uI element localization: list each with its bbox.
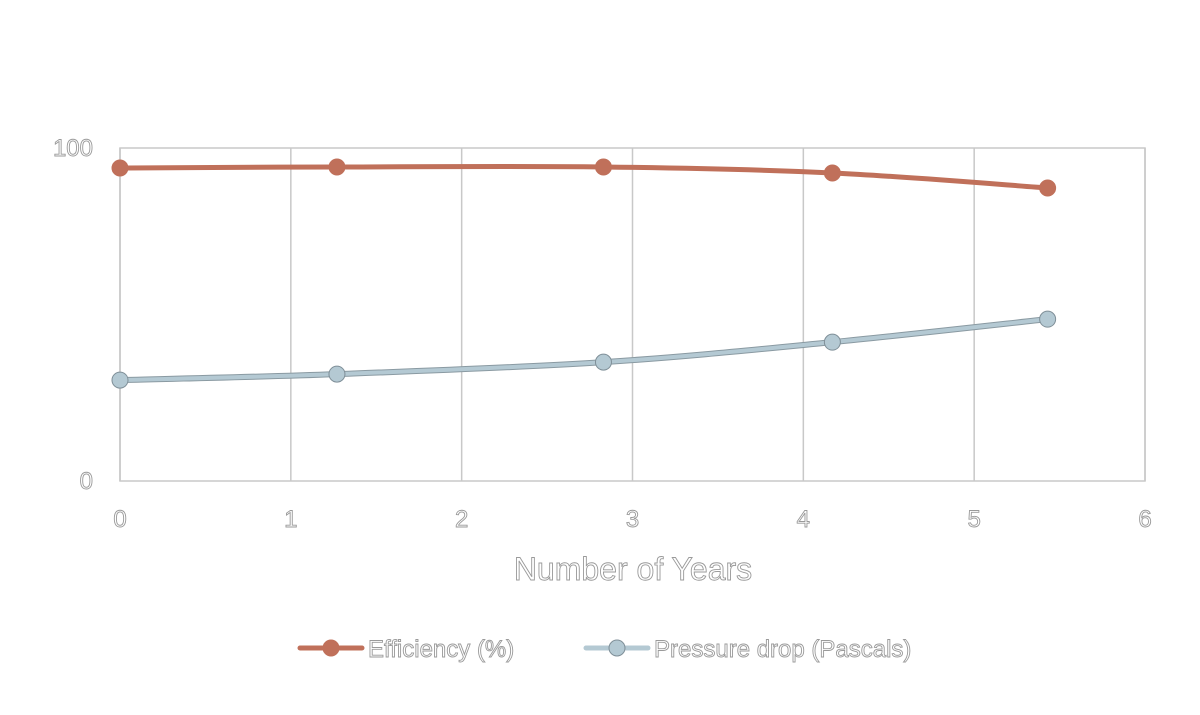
legend: Efficiency (%) Pressure drop (Pascals)	[297, 636, 912, 663]
x-axis-ticks: 0 1 2 3 4 5 6	[113, 506, 1152, 534]
x-tick-label: 6	[1138, 506, 1151, 533]
data-point	[823, 333, 841, 351]
data-point	[1039, 310, 1057, 328]
series-line	[119, 317, 1048, 383]
series-group	[111, 158, 1057, 389]
x-tick-label: 3	[626, 506, 639, 533]
x-axis-label: Number of Years	[514, 551, 752, 587]
data-point	[594, 353, 612, 371]
legend-item: Efficiency (%)	[297, 636, 515, 663]
x-tick-label: 4	[797, 506, 810, 533]
x-tick-label: 0	[113, 506, 126, 533]
series-line	[119, 163, 1048, 191]
data-point	[328, 365, 346, 383]
series-1	[111, 310, 1057, 389]
y-axis-ticks: 0 100	[53, 135, 94, 496]
legend-label: Pressure drop (Pascals)	[654, 636, 911, 663]
legend-label: Efficiency (%)	[368, 636, 514, 663]
x-tick-label: 1	[284, 506, 297, 533]
legend-item: Pressure drop (Pascals)	[583, 636, 912, 663]
data-point	[328, 158, 346, 176]
legend-marker	[608, 639, 626, 657]
data-point	[111, 159, 129, 177]
data-point	[1039, 179, 1057, 197]
y-tick-label: 100	[53, 135, 93, 162]
series-0	[111, 158, 1057, 197]
legend-marker	[322, 639, 340, 657]
data-point	[111, 371, 129, 389]
grid	[119, 147, 1146, 482]
series-line-outline	[119, 316, 1048, 384]
data-point	[594, 158, 612, 176]
x-tick-label: 2	[455, 506, 468, 533]
x-tick-label: 5	[967, 506, 980, 533]
y-tick-label: 0	[80, 468, 93, 495]
data-point	[823, 164, 841, 182]
